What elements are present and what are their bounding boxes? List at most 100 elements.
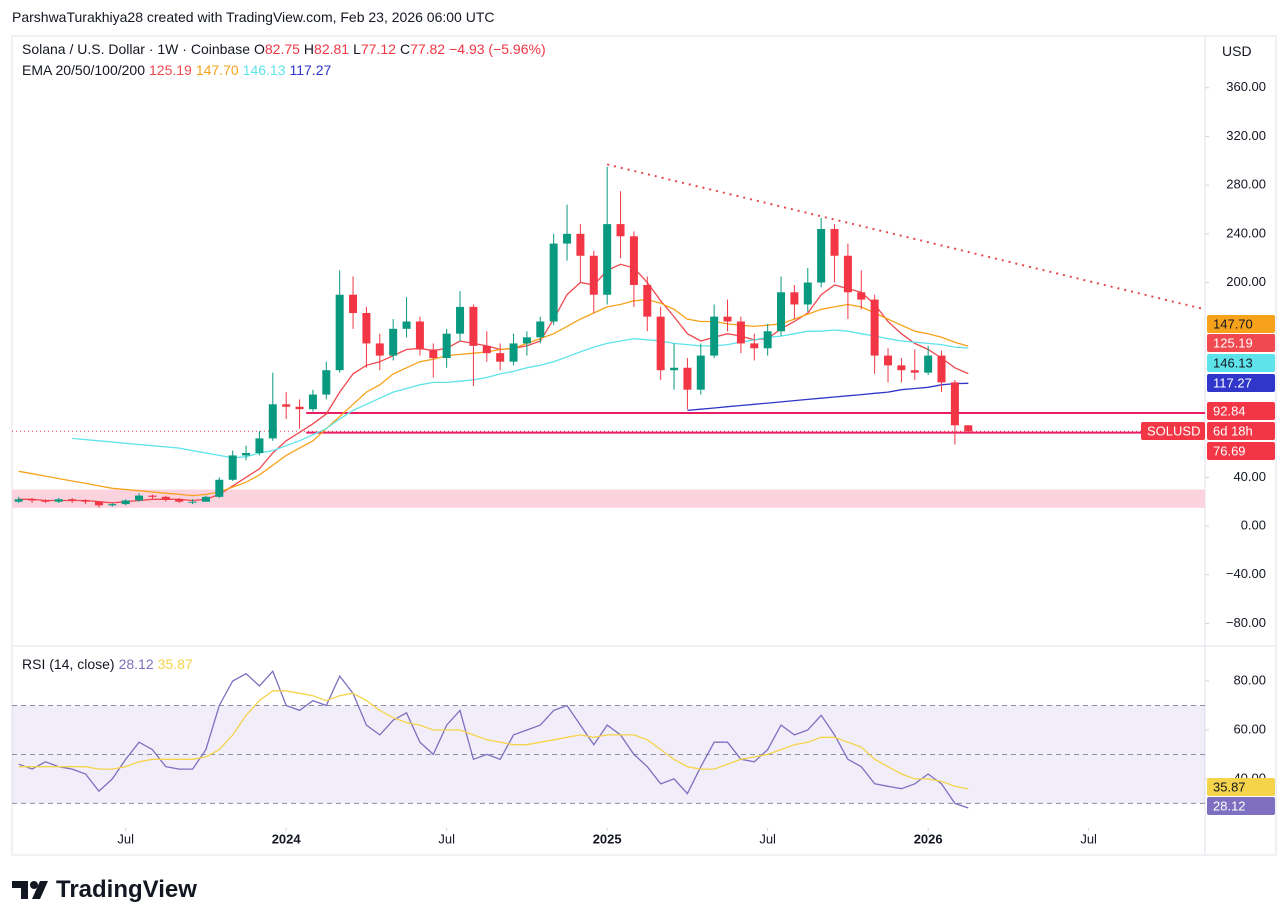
candle-body <box>456 306 465 334</box>
candle-body <box>108 504 117 506</box>
y-tick-label: 0.00 <box>1241 517 1266 532</box>
candle-body <box>924 355 933 373</box>
candle-body <box>295 406 304 410</box>
candle-body <box>228 455 237 480</box>
axis-label: 117.27 <box>1213 375 1252 390</box>
candle-body <box>28 499 37 501</box>
candle-body <box>536 321 545 338</box>
legend-line: Solana / U.S. Dollar · 1W · Coinbase O82.… <box>22 41 550 57</box>
value: 77.82 <box>410 41 446 57</box>
candle-body <box>161 496 170 500</box>
candle-body <box>496 353 505 362</box>
candle-body <box>335 294 344 371</box>
rsi-line <box>18 669 969 809</box>
ema-title: EMA 20/50/100/200 <box>22 62 145 78</box>
axis-label: 147.70 <box>1213 316 1253 331</box>
ticker-label: SOLUSD <box>1147 423 1200 438</box>
candle-body <box>375 343 384 356</box>
key: O <box>253 41 265 57</box>
trendline <box>606 163 1206 311</box>
candle-body <box>68 499 77 501</box>
candle-body <box>322 370 331 395</box>
candle-body <box>750 343 759 349</box>
axis-label-box <box>1207 797 1275 815</box>
candle-body <box>723 316 732 322</box>
ema-value: 147.70 <box>195 62 239 78</box>
candle-body <box>777 292 786 332</box>
ema-legend: EMA 20/50/100/200 125.19 147.70 146.13 117.2… <box>22 62 335 78</box>
candle-body <box>589 255 598 295</box>
ema-value: 125.19 <box>149 62 192 78</box>
change: −4.93 (−5.96%) <box>449 41 546 57</box>
candle-body <box>870 299 879 356</box>
candle-body <box>148 495 157 497</box>
currency: USD <box>1222 43 1252 59</box>
candle-body <box>549 243 558 322</box>
candle-body <box>576 233 585 256</box>
axis-label-box <box>1207 778 1275 796</box>
logo-text: TradingView <box>56 876 197 903</box>
value: 82.75 <box>264 41 300 57</box>
ema-line <box>18 298 969 497</box>
y-tick-label: 360.00 <box>1226 79 1266 94</box>
x-tick-label: Jul <box>438 831 455 846</box>
axis-label-box <box>1207 442 1275 460</box>
candle-body <box>616 224 625 237</box>
y-tick-label: 280.00 <box>1226 177 1266 192</box>
y-tick-label: 40.00 <box>1233 469 1266 484</box>
x-tick-label: Jul <box>117 831 134 846</box>
ticker-label-box <box>1141 422 1205 440</box>
candle-body <box>843 255 852 293</box>
rsi-legend: RSI (14, close) 28.12 35.87 <box>22 656 197 672</box>
candle-body <box>415 321 424 350</box>
axis-label-box <box>1207 422 1275 440</box>
candle-body <box>763 331 772 349</box>
x-tick-label: 2025 <box>593 831 622 846</box>
candle-body <box>522 337 531 344</box>
rsi-title: RSI (14, close) <box>22 656 115 672</box>
candle-body <box>509 343 518 362</box>
y-tick-label: 200.00 <box>1226 274 1266 289</box>
candle-body <box>469 306 478 346</box>
candle-body <box>830 228 839 256</box>
axis-label: 6d 18h <box>1213 423 1253 438</box>
candle-body <box>790 292 799 305</box>
candle-body <box>643 284 652 317</box>
candle-body <box>349 294 358 313</box>
candle-body <box>950 382 959 426</box>
candle-body <box>54 499 63 502</box>
ema-value: 146.13 <box>242 62 286 78</box>
axis-label: 125.19 <box>1213 335 1253 350</box>
candle-body <box>897 365 906 371</box>
axis-label-box <box>1207 354 1275 372</box>
candle-body <box>817 228 826 283</box>
logo-icon <box>12 881 48 899</box>
candle-body <box>656 316 665 371</box>
ema-value: 117.27 <box>289 62 332 78</box>
y-tick-label: −40.00 <box>1226 566 1266 581</box>
logo: TradingView <box>12 876 201 904</box>
candle-body <box>910 370 919 373</box>
key: C <box>399 41 411 57</box>
candle-body <box>803 282 812 305</box>
y-tick-label: 240.00 <box>1226 225 1266 240</box>
candle-body <box>188 501 197 503</box>
candle-body <box>629 236 638 285</box>
candle-body <box>736 321 745 344</box>
candle-body <box>81 500 90 502</box>
value: 82.81 <box>314 41 350 57</box>
rsi-line <box>18 690 969 790</box>
candle-body <box>215 479 224 497</box>
candle-body <box>482 345 491 354</box>
ema-line <box>687 382 969 412</box>
key: L <box>353 41 361 57</box>
value: 77.12 <box>360 41 396 57</box>
candle-body <box>884 355 893 366</box>
candle-body <box>937 355 946 383</box>
candle-body <box>670 367 679 371</box>
axis-label-box <box>1207 374 1275 392</box>
x-tick-label: Jul <box>759 831 776 846</box>
symbol: Solana / U.S. Dollar · 1W · Coinbase <box>22 41 250 57</box>
candle-body <box>94 501 103 506</box>
